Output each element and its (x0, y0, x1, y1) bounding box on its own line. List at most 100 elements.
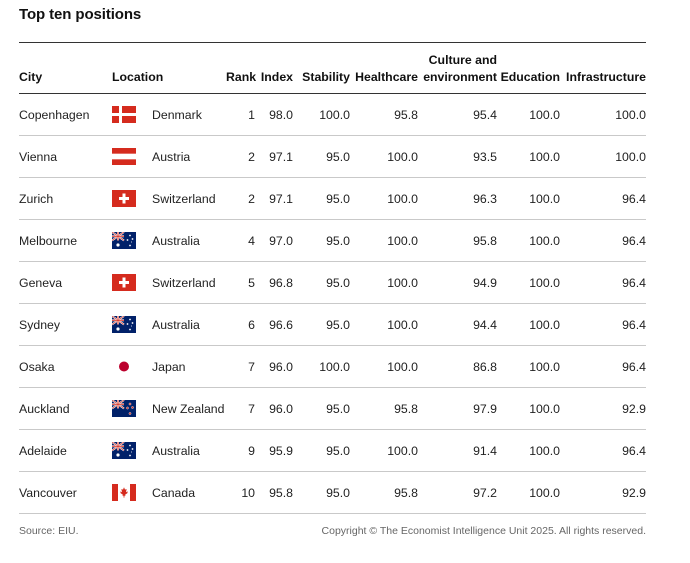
cell-education: 100.0 (529, 401, 560, 416)
cell-culture: 94.4 (473, 317, 497, 332)
header-culture: Culture and environment (418, 52, 497, 94)
cell-infrastructure: 96.4 (622, 317, 646, 332)
cell-index: 97.1 (269, 149, 293, 164)
cell-location: Australia (152, 443, 200, 458)
cell-education: 100.0 (529, 317, 560, 332)
cell-rank: 10 (241, 485, 255, 500)
cell-index: 97.1 (269, 191, 293, 206)
cell-rank: 1 (248, 107, 255, 122)
cell-stability: 95.0 (326, 191, 350, 206)
cell-stability: 95.0 (326, 401, 350, 416)
table-row: Auckland New Zealand 7 96.0 95.0 95.8 97.9 100.… (19, 388, 646, 430)
source-note: Source: EIU. (19, 525, 79, 537)
cell-location: Canada (152, 485, 196, 500)
cell-rank: 7 (248, 359, 255, 374)
cell-healthcare: 95.8 (394, 485, 418, 500)
switzerland-flag-icon (112, 190, 136, 207)
table-row: Osaka Japan 7 96.0 100.0 100.0 86.8 100.0 96.4 (19, 346, 646, 388)
cell-location: Switzerland (152, 275, 216, 290)
flag-cell (112, 430, 152, 472)
flag-cell (112, 220, 152, 262)
cell-healthcare: 100.0 (387, 233, 418, 248)
cell-rank: 2 (248, 149, 255, 164)
copyright-note: Copyright © The Economist Intelligence U… (321, 525, 646, 537)
cell-healthcare: 100.0 (387, 443, 418, 458)
cell-location: Australia (152, 233, 200, 248)
header-education: Education (500, 70, 560, 84)
japan-flag-icon (112, 358, 136, 375)
cell-healthcare: 100.0 (387, 359, 418, 374)
cell-location: Australia (152, 317, 200, 332)
australia-flag-icon (112, 232, 136, 249)
cell-city: Melbourne (19, 233, 78, 248)
cell-rank: 5 (248, 275, 255, 290)
cell-culture: 86.8 (473, 359, 497, 374)
cell-stability: 95.0 (326, 275, 350, 290)
table-row: Vancouver Canada 10 95.8 95.0 95.8 97.2 100.0 92… (19, 472, 646, 514)
cell-culture: 93.5 (473, 149, 497, 164)
table-row: Copenhagen Denmark 1 98.0 100.0 95.8 95.4 100.0… (19, 94, 646, 136)
austria-flag-icon (112, 148, 136, 165)
table-row: Melbourne Australia 4 97.0 95.0 100.0 95.8 100.… (19, 220, 646, 262)
flag-cell (112, 136, 152, 178)
cell-infrastructure: 92.9 (622, 401, 646, 416)
cell-city: Adelaide (19, 443, 67, 458)
australia-flag-icon (112, 316, 136, 333)
flag-cell (112, 346, 152, 388)
flag-cell (112, 262, 152, 304)
cell-healthcare: 100.0 (387, 191, 418, 206)
table-row: Vienna Austria 2 97.1 95.0 100.0 93.5 100.0 100.… (19, 136, 646, 178)
cell-infrastructure: 100.0 (615, 107, 646, 122)
cell-city: Auckland (19, 401, 70, 416)
flag-cell (112, 304, 152, 346)
cell-stability: 95.0 (326, 485, 350, 500)
flag-cell (112, 472, 152, 514)
cell-stability: 95.0 (326, 317, 350, 332)
header-row: City Location Rank Index Stability Healt… (19, 52, 646, 94)
cell-healthcare: 100.0 (387, 317, 418, 332)
cell-city: Sydney (19, 317, 61, 332)
cell-education: 100.0 (529, 275, 560, 290)
cell-index: 96.0 (269, 401, 293, 416)
header-infrastructure: Infrastructure (566, 70, 646, 84)
cell-culture: 97.9 (473, 401, 497, 416)
cell-infrastructure: 96.4 (622, 443, 646, 458)
cell-education: 100.0 (529, 107, 560, 122)
flag-cell (112, 388, 152, 430)
cell-culture: 95.4 (473, 107, 497, 122)
cell-infrastructure: 100.0 (615, 149, 646, 164)
flag-cell (112, 178, 152, 220)
cell-healthcare: 100.0 (387, 275, 418, 290)
cell-infrastructure: 96.4 (622, 275, 646, 290)
cell-infrastructure: 96.4 (622, 233, 646, 248)
cell-culture: 97.2 (473, 485, 497, 500)
denmark-flag-icon (112, 106, 136, 123)
table-body: Copenhagen Denmark 1 98.0 100.0 95.8 95.4 100.0… (19, 94, 646, 514)
cell-city: Copenhagen (19, 107, 90, 122)
cell-rank: 7 (248, 401, 255, 416)
cell-index: 96.6 (269, 317, 293, 332)
cell-city: Osaka (19, 359, 55, 374)
header-location: Location (112, 70, 164, 84)
cell-infrastructure: 92.9 (622, 485, 646, 500)
cell-education: 100.0 (529, 149, 560, 164)
cell-city: Zurich (19, 191, 54, 206)
header-city: City (19, 70, 43, 84)
top-rule (19, 42, 646, 43)
cell-rank: 2 (248, 191, 255, 206)
cell-index: 97.0 (269, 233, 293, 248)
cell-culture: 94.9 (473, 275, 497, 290)
cell-city: Geneva (19, 275, 63, 290)
flag-cell (112, 94, 152, 136)
cell-rank: 4 (248, 233, 255, 248)
cell-infrastructure: 96.4 (622, 191, 646, 206)
cell-index: 95.8 (269, 485, 293, 500)
header-rank: Rank (226, 70, 257, 84)
new-zealand-flag-icon (112, 400, 136, 417)
cell-culture: 95.8 (473, 233, 497, 248)
header-culture-line1: Culture and (428, 53, 497, 67)
table-row: Geneva Switzerland 5 96.8 95.0 100.0 94.9 100.0… (19, 262, 646, 304)
cell-location: New Zealand (152, 401, 225, 416)
cell-location: Austria (152, 149, 191, 164)
chart-title: Top ten positions (19, 6, 142, 23)
